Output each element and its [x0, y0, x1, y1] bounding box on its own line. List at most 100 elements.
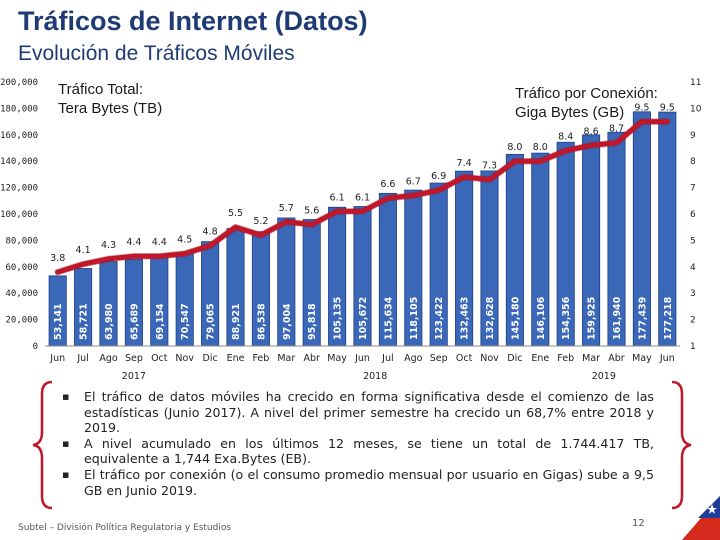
left-tick-label: 160,000 — [0, 131, 38, 141]
bar-value-label: 69,154 — [155, 303, 166, 340]
left-tick-label: 80,000 — [5, 236, 38, 246]
traffic-chart: 53,141 58,721 63,980 65,689 69,154 70,547 79,0… — [0, 78, 702, 382]
bar-value-label: 86,538 — [256, 303, 267, 340]
left-tick-label: 200,000 — [0, 78, 38, 88]
right-axis-subtitle: Giga Bytes (GB) — [515, 104, 624, 121]
x-tick-label: Jun — [659, 353, 675, 364]
bar-value-label: 79,065 — [206, 303, 217, 340]
left-axis-title: Tráfico Total: — [58, 81, 143, 98]
chart-axes: 0 20,000 40,000 60,000 80,000 100,000 120,000 1… — [0, 78, 702, 382]
chart-bar-labels: 53,141 58,721 63,980 65,689 69,154 70,547 79,0… — [53, 296, 674, 340]
line-value-label: 4.8 — [203, 227, 218, 238]
bar-value-label: 58,721 — [79, 303, 90, 340]
line-value-label: 6.7 — [406, 177, 421, 188]
right-tick-label: 6 — [690, 210, 696, 220]
x-tick-label: Abr — [608, 353, 625, 364]
bar-value-label: 105,135 — [333, 297, 344, 340]
year-label: 2018 — [363, 371, 387, 382]
x-tick-label: Ago — [99, 353, 118, 364]
left-axis-subtitle: Tera Bytes (TB) — [58, 100, 162, 117]
bar-value-label: 65,689 — [129, 303, 140, 340]
right-tick-label: 4 — [690, 263, 696, 273]
line-series — [55, 119, 670, 275]
x-tick-label: Jul — [381, 353, 393, 364]
left-tick-label: 180,000 — [0, 104, 38, 114]
x-tick-label: May — [632, 353, 652, 364]
right-tick-label: 9 — [690, 131, 696, 141]
bullet-list: El tráfico de datos móviles ha crecido e… — [62, 389, 654, 498]
left-tick-label: 60,000 — [5, 263, 38, 273]
x-tick-label: Feb — [252, 353, 269, 364]
right-tick-label: 5 — [690, 236, 696, 246]
page-number: 12 — [632, 518, 645, 529]
bar-value-label: 88,921 — [231, 303, 242, 340]
line-value-label: 5.7 — [279, 203, 294, 214]
bar-value-label: 95,818 — [307, 303, 318, 340]
bullet-item: El tráfico por conexión (o el consumo pr… — [62, 467, 654, 498]
bar-value-label: 154,356 — [561, 296, 572, 340]
chart-bars — [48, 111, 677, 347]
line-value-label: 7.4 — [457, 158, 472, 169]
left-tick-label: 40,000 — [5, 289, 38, 299]
left-brace-icon — [32, 380, 53, 510]
x-tick-label: Dic — [507, 353, 522, 364]
year-label: 2019 — [592, 371, 616, 382]
line-value-label: 4.3 — [101, 240, 116, 251]
x-tick-label: Ene — [227, 353, 245, 364]
bar-value-label: 177,218 — [663, 296, 674, 340]
line-value-label: 7.3 — [482, 161, 497, 172]
source-footer: Subtel – División Política Regulatoria y… — [18, 523, 232, 533]
right-tick-label: 8 — [690, 157, 696, 167]
line-value-label: 5.5 — [228, 208, 243, 219]
page-title: Tráficos de Internet (Datos) — [18, 6, 368, 36]
line-value-label: 8.4 — [558, 132, 573, 143]
bar-value-label: 118,105 — [409, 297, 420, 340]
chart-line — [54, 118, 671, 276]
line-value-label: 6.9 — [431, 171, 446, 182]
flag-logo-icon — [682, 496, 720, 540]
x-tick-label: Nov — [175, 353, 194, 364]
left-tick-label: 20,000 — [5, 316, 38, 326]
line-value-label: 9.5 — [660, 103, 675, 114]
bar-value-label: 105,672 — [358, 297, 369, 340]
line-value-label: 8.6 — [584, 126, 599, 137]
line-value-label: 5.6 — [304, 206, 319, 217]
right-tick-label: 7 — [690, 184, 696, 194]
right-tick-label: 1 — [690, 342, 696, 352]
right-brace-icon — [671, 380, 692, 510]
right-tick-label: 11 — [690, 78, 701, 88]
line-value-label: 6.6 — [380, 179, 395, 190]
x-tick-label: Oct — [151, 353, 168, 364]
line-value-label: 6.1 — [355, 192, 370, 203]
bar-value-label: 132,628 — [485, 296, 496, 340]
bar-value-label: 63,980 — [104, 303, 115, 340]
bar-value-label: 53,141 — [53, 303, 64, 340]
line-value-label: 4.4 — [126, 237, 141, 248]
line-value-label: 6.1 — [330, 192, 345, 203]
left-tick-label: 120,000 — [0, 184, 38, 194]
left-tick-label: 140,000 — [0, 157, 38, 167]
x-tick-label: May — [327, 353, 347, 364]
year-label: 2017 — [122, 371, 146, 382]
bullet-item: El tráfico de datos móviles ha crecido e… — [62, 389, 654, 436]
right-axis-title: Tráfico por Conexión: — [515, 85, 658, 102]
right-tick-label: 10 — [690, 104, 702, 114]
x-tick-label: Sep — [125, 353, 143, 364]
x-tick-label: Oct — [456, 353, 473, 364]
x-tick-label: Ene — [531, 353, 549, 364]
bar-value-label: 145,180 — [510, 296, 521, 340]
bar-value-label: 146,106 — [536, 296, 547, 340]
x-tick-label: Nov — [480, 353, 499, 364]
x-tick-label: Ago — [404, 353, 423, 364]
line-value-label: 4.4 — [152, 237, 167, 248]
x-tick-label: Mar — [277, 353, 295, 364]
line-value-label: 4.5 — [177, 235, 192, 246]
bar-value-label: 132,463 — [460, 297, 471, 340]
bullet-item: A nivel acumulado en los últimos 12 mese… — [62, 436, 654, 467]
x-tick-label: Dic — [203, 353, 218, 364]
bar-value-label: 70,547 — [180, 303, 191, 340]
line-value-label: 8.7 — [609, 124, 624, 135]
bar-value-label: 159,925 — [587, 297, 598, 340]
left-tick-label: 100,000 — [0, 210, 38, 220]
bar-value-label: 161,940 — [612, 296, 623, 340]
